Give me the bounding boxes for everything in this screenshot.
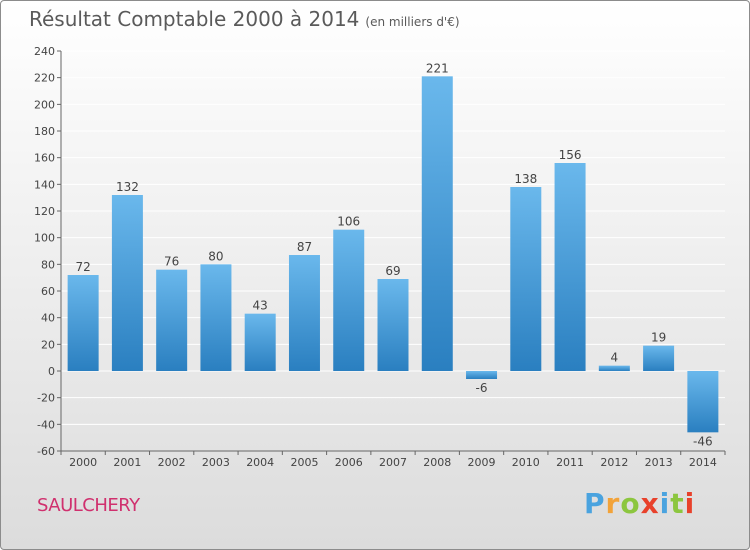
proxiti-logo: Proxiti	[584, 487, 695, 520]
value-label-2008: 221	[426, 61, 449, 75]
value-label-2000: 72	[75, 260, 90, 274]
x-tick-label-2006: 2006	[335, 456, 363, 469]
bar-2005	[288, 255, 320, 371]
logo-letter: i	[659, 487, 671, 520]
bar-2009	[466, 371, 498, 379]
value-label-2014: -46	[693, 434, 713, 448]
logo-letter: x	[640, 487, 660, 520]
value-label-2007: 69	[385, 264, 400, 278]
y-tick-label: 200	[34, 98, 55, 111]
chart-title-text: Résultat Comptable 2000 à 2014	[29, 7, 360, 31]
value-label-2005: 87	[297, 240, 312, 254]
bar-2012	[598, 365, 630, 371]
bar-2000	[67, 275, 99, 371]
value-label-2002: 76	[164, 255, 179, 269]
value-label-2009: -6	[476, 381, 488, 395]
x-tick-label-2008: 2008	[423, 456, 451, 469]
value-label-2001: 132	[116, 180, 139, 194]
logo-letter: r	[605, 487, 621, 520]
bar-2006	[333, 229, 365, 371]
logo-letter: P	[584, 487, 606, 520]
logo-letter: t	[670, 487, 685, 520]
y-tick-label: 20	[41, 338, 55, 351]
y-tick-label: 60	[41, 285, 55, 298]
y-tick-label: 220	[34, 72, 55, 85]
x-tick-label-2011: 2011	[556, 456, 584, 469]
bar-2014	[687, 371, 719, 433]
chart-title: Résultat Comptable 2000 à 2014 (en millie…	[29, 7, 460, 31]
location-label: SAULCHERY	[37, 495, 140, 516]
labels: 72 132 76 80 43 87 106 69 221 -6 138 156 4 19 -46	[75, 61, 712, 448]
y-tick-label: -20	[37, 392, 55, 405]
y-tick-label: 180	[34, 125, 55, 138]
y-tick-label: 240	[34, 45, 55, 58]
x-tick-label-2010: 2010	[512, 456, 540, 469]
bar-2010	[510, 187, 542, 371]
y-tick-label: 140	[34, 178, 55, 191]
bar-2007	[377, 279, 409, 371]
bar-2001	[111, 195, 143, 371]
bar-2008	[421, 76, 453, 371]
value-label-2011: 156	[559, 148, 582, 162]
grid-lines	[61, 50, 725, 452]
value-label-2013: 19	[651, 331, 666, 345]
x-tick-label-2002: 2002	[158, 456, 186, 469]
bar-2003	[200, 264, 232, 371]
bar-2013	[643, 345, 675, 371]
axes: -60 -40 -20 0 20 40 60 80 100 120 140 160 180 200 220 2…	[34, 45, 726, 469]
y-tick-label: 80	[41, 258, 55, 271]
x-tick-label-2004: 2004	[246, 456, 274, 469]
y-tick-label: 0	[48, 365, 55, 378]
y-tick-label: -40	[37, 418, 55, 431]
value-label-2010: 138	[514, 172, 537, 186]
x-tick-label-2012: 2012	[600, 456, 628, 469]
y-tick-label: 100	[34, 232, 55, 245]
logo-letter: i	[684, 487, 696, 520]
value-label-2004: 43	[253, 299, 268, 313]
value-label-2012: 4	[611, 351, 619, 365]
x-tick-label-2014: 2014	[689, 456, 717, 469]
x-tick-label-2009: 2009	[468, 456, 496, 469]
bar-2002	[156, 269, 188, 371]
x-tick-label-2000: 2000	[69, 456, 97, 469]
value-label-2006: 106	[337, 215, 360, 229]
bar-2011	[554, 163, 586, 371]
x-tick-label-2013: 2013	[645, 456, 673, 469]
y-tick-label: 120	[34, 205, 55, 218]
bar-2004	[244, 313, 276, 371]
x-tick-label-2007: 2007	[379, 456, 407, 469]
x-tick-label-2005: 2005	[290, 456, 318, 469]
y-tick-label: -60	[37, 445, 55, 458]
logo-letter: o	[620, 487, 641, 520]
x-tick-label-2001: 2001	[113, 456, 141, 469]
bars	[67, 76, 719, 433]
value-label-2003: 80	[208, 249, 223, 263]
chart-subtitle: (en milliers d'€)	[365, 15, 460, 29]
y-tick-label: 160	[34, 152, 55, 165]
x-tick-label-2003: 2003	[202, 456, 230, 469]
y-tick-label: 40	[41, 312, 55, 325]
